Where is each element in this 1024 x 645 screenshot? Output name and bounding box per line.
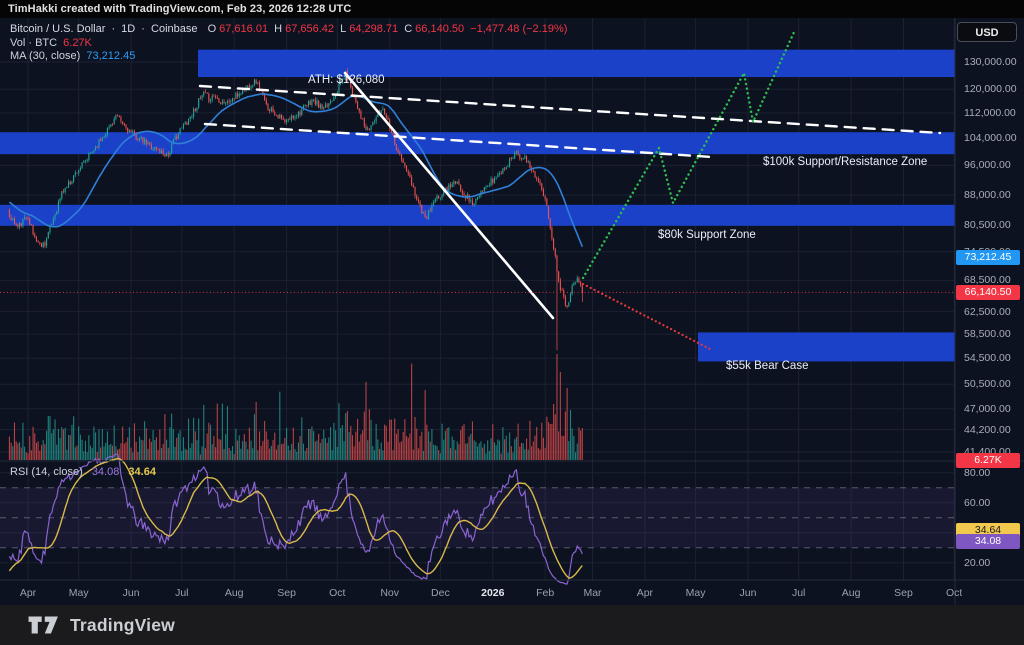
- bear-projection-line: [581, 282, 714, 352]
- last-price-flag: 66,140.50: [956, 284, 1020, 300]
- volume-value: 6.27K: [63, 36, 92, 49]
- open-value: 67,616.01: [219, 23, 269, 35]
- footer-bar: TradingView: [0, 605, 1024, 645]
- time-tick-label: Apr: [636, 587, 654, 599]
- symbol-title[interactable]: Bitcoin / U.S. Dollar: [10, 23, 106, 35]
- rsi-ma-line: [8, 457, 583, 579]
- time-tick-label: May: [685, 587, 706, 599]
- rsi-label: RSI (14, close): [10, 466, 83, 478]
- price-tick-label: 47,000.00: [964, 402, 1011, 415]
- low-value: 64,298.71: [349, 23, 399, 35]
- price-tick-label: 58,500.00: [964, 328, 1011, 341]
- credit-bar: TimHakki created with TradingView.com, F…: [0, 0, 1024, 18]
- time-tick-label: Jul: [791, 587, 806, 599]
- price-tick-label: 130,000.00: [964, 56, 1017, 69]
- time-tick-label: Dec: [431, 587, 450, 599]
- price-tick-label: 68,500.00: [964, 274, 1011, 287]
- legend-row-ma[interactable]: MA (30, close) 73,212.45: [10, 50, 570, 64]
- time-tick-label: Sep: [277, 587, 296, 599]
- ma-value: 73,212.45: [86, 50, 136, 62]
- zone-zone100k: [0, 132, 955, 155]
- time-tick-label: 2026: [481, 587, 505, 599]
- tradingview-logo-icon: [28, 616, 58, 634]
- price-tick-label: 120,000.00: [964, 83, 1017, 96]
- ma-label: MA (30, close): [10, 50, 81, 62]
- rsi-tick-label: 80.00: [964, 466, 991, 479]
- candlesticks: [8, 68, 583, 351]
- price-tick-label: 54,500.00: [964, 352, 1011, 365]
- time-tick-label: Jun: [739, 587, 757, 599]
- high-value: 67,656.42: [285, 23, 335, 35]
- price-tick-label: 112,000.00: [964, 106, 1016, 119]
- time-tick-label: Jul: [175, 587, 189, 599]
- bear-case-label[interactable]: $55k Bear Case: [726, 360, 809, 372]
- exchange-name: Coinbase: [151, 23, 198, 35]
- time-tick-label: Apr: [19, 587, 37, 599]
- tradingview-brand-text: TradingView: [70, 614, 175, 635]
- low-label: L: [340, 23, 347, 35]
- time-tick-label: Oct: [329, 587, 346, 599]
- time-tick-label: Oct: [946, 587, 962, 599]
- open-label: O: [207, 23, 217, 35]
- zone-bear55k: [698, 332, 955, 362]
- trendline-lower-dashed: [203, 122, 714, 159]
- rsi-tick-label: 60.00: [964, 496, 991, 509]
- price-tick-label: 88,000.00: [964, 189, 1011, 201]
- ath-zone-label[interactable]: ATH: $126,080: [308, 74, 385, 86]
- time-tick-label: Aug: [224, 587, 244, 599]
- time-tick-label: May: [68, 587, 89, 599]
- chart-region: ATH: $126,080 $100k Support/Resistance Z…: [0, 18, 1024, 605]
- price-tick-label: 96,000.00: [964, 159, 1011, 172]
- rsi-legend[interactable]: RSI (14, close) 34.08 34.64: [10, 466, 156, 478]
- time-tick-label: Mar: [583, 587, 602, 599]
- trendline-upper-dashed: [198, 84, 942, 135]
- time-tick-label: Sep: [894, 587, 913, 599]
- rsi-flag: 34.08: [956, 534, 1020, 550]
- interval-value[interactable]: 1D: [121, 23, 136, 35]
- ma30-line: [8, 93, 584, 248]
- currency-toggle-button[interactable]: USD: [957, 22, 1017, 42]
- time-tick-label: Feb: [536, 587, 555, 599]
- time-tick-label: Nov: [380, 587, 400, 599]
- close-label: C: [404, 23, 413, 35]
- rsi-value: 34.08: [91, 466, 120, 478]
- change-value: −1,477.48 (−2.19%): [470, 23, 568, 35]
- high-label: H: [274, 23, 283, 35]
- rsi-ma-value: 34.64: [128, 466, 156, 478]
- price-axis[interactable]: 20.00 60.00 80.00 41,400.00 44,200.00 47,000.…: [955, 18, 1024, 580]
- credit-text: TimHakki created with TradingView.com, F…: [8, 3, 352, 15]
- zone-100k-label[interactable]: $100k Support/Resistance Zone: [763, 156, 928, 168]
- support-resistance-zones: [0, 49, 955, 362]
- legend-row-volume[interactable]: Vol · BTC 6.27K: [10, 37, 570, 51]
- price-tick-label: 80,500.00: [964, 219, 1011, 232]
- bull-projection-line: [581, 28, 797, 280]
- trendlines: [198, 71, 942, 320]
- time-tick-label: Jun: [122, 587, 140, 599]
- zone-zone80k: [0, 204, 955, 226]
- tradingview-logo-link[interactable]: TradingView: [27, 613, 175, 637]
- zone-ath: [198, 49, 955, 78]
- price-tick-label: 62,500.00: [964, 305, 1011, 318]
- price-tick-label: 104,000.00: [964, 132, 1017, 145]
- ma-price-flag: 73,212.45: [956, 250, 1020, 266]
- zone-80k-label[interactable]: $80k Support Zone: [658, 229, 756, 241]
- rsi-band: [0, 487, 955, 549]
- volume-bars: [8, 354, 583, 460]
- price-tick-label: 44,200.00: [964, 423, 1011, 436]
- volume-flag: 6.27K: [956, 452, 1020, 468]
- rsi-tick-label: 20.00: [964, 556, 991, 569]
- price-tick-label: 50,500.00: [964, 378, 1011, 391]
- time-tick-label: Aug: [841, 587, 861, 599]
- time-axis[interactable]: Apr May Jun Jul Aug Sep Oct Nov Dec 2026 Feb Mar Apr…: [0, 580, 962, 605]
- price-chart-canvas[interactable]: [0, 18, 1024, 605]
- close-value: 66,140.50: [415, 23, 465, 35]
- trendline-impulse-solid: [343, 71, 555, 320]
- volume-label: Vol · BTC: [10, 36, 58, 49]
